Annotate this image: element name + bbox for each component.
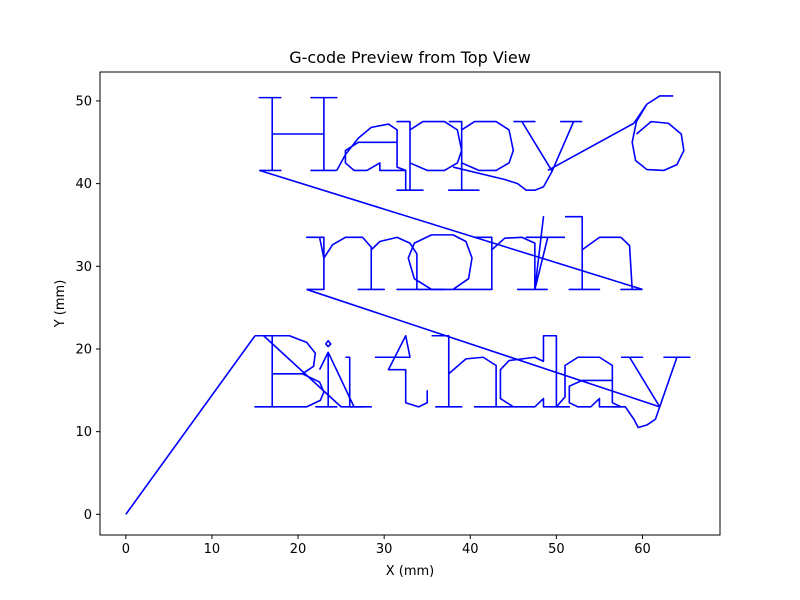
- y-tick-label: 20: [75, 342, 92, 357]
- x-tick-label: 40: [462, 542, 479, 557]
- toolpath-segment-travel-start: [125, 335, 256, 515]
- toolpath-segment-o: [407, 234, 479, 291]
- x-axis: 0 10 20 30 40 50 60: [122, 535, 651, 557]
- toolpath-segment-i-stem: [315, 352, 338, 408]
- toolpath-segment-B-stem: [254, 334, 325, 408]
- toolpath-segment-y-tail: [452, 166, 553, 192]
- toolpath-segment-p-first: [396, 120, 463, 192]
- toolpath-segment-d: [499, 334, 571, 408]
- toolpath-segment-six: [631, 95, 685, 172]
- y-tick-label: 30: [75, 260, 92, 275]
- x-axis-title: X (mm): [386, 564, 435, 579]
- toolpath-segment-H: [258, 96, 338, 172]
- toolpath-segment-t-second: [525, 215, 565, 291]
- toolpath-segment-a-first: [336, 123, 407, 172]
- x-tick-label: 10: [204, 542, 221, 557]
- toolpath-layer: [125, 95, 691, 515]
- toolpath-segment-r: [340, 356, 363, 408]
- toolpath-segment-diag-B-to-t: [263, 335, 342, 408]
- toolpath-segment-a: [555, 356, 622, 408]
- y-tick-label: 50: [75, 94, 92, 109]
- toolpath-segment-p-second: [447, 120, 515, 192]
- y-tick-label: 10: [75, 425, 92, 440]
- toolpath-segment-i-dot: [324, 339, 332, 348]
- x-tick-label: 20: [290, 542, 307, 557]
- toolpath-segment-h: [431, 334, 514, 408]
- chart-title: G-code Preview from Top View: [289, 48, 531, 67]
- y-axis: 0 10 20 30 40 50: [75, 94, 100, 523]
- x-tick-label: 60: [634, 542, 651, 557]
- toolpath-segment-travel-to-H: [259, 169, 643, 291]
- y-tick-label: 0: [84, 508, 92, 523]
- toolpath-segment-travel-to-6: [547, 122, 635, 172]
- plot-frame: [99, 71, 721, 536]
- toolpath-segment-y: [612, 356, 691, 429]
- toolpath-segment-h-second: [565, 215, 643, 291]
- x-tick-label: 0: [122, 542, 130, 557]
- x-tick-label: 30: [376, 542, 393, 557]
- x-tick-label: 50: [548, 542, 565, 557]
- toolpath-segment-travel-to-m: [306, 288, 660, 408]
- y-tick-label: 40: [75, 177, 92, 192]
- y-axis-title: Y (mm): [53, 280, 68, 329]
- toolpath-segment-t: [374, 334, 429, 408]
